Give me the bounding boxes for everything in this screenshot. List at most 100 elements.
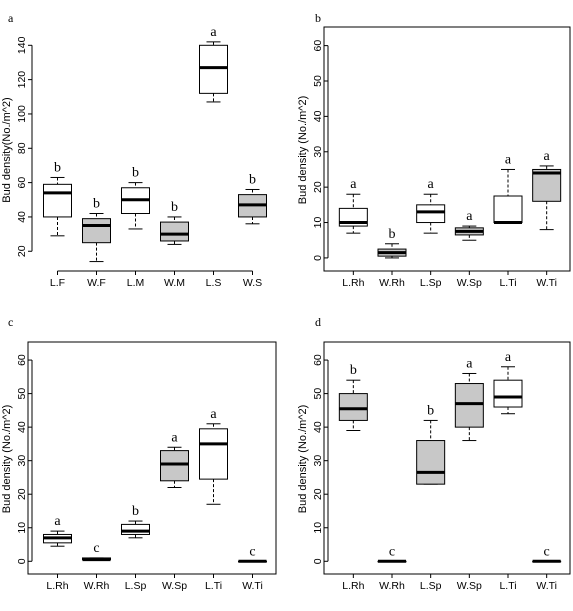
box-L.F: b <box>43 160 72 237</box>
panel-label: c <box>8 315 13 329</box>
box-L.Rh: b <box>338 363 368 431</box>
x-tick-label: L.F <box>50 277 65 289</box>
x-tick-label: L.S <box>206 277 222 289</box>
box-W.M: b <box>160 200 189 245</box>
y-axis-label: Bud density (No./m^2) <box>1 405 13 513</box>
x-tick-label: W.Ti <box>242 580 263 592</box>
x-tick-label: W.Rh <box>84 580 110 592</box>
significance-letter: c <box>93 541 99 556</box>
box-L.Ti: a <box>493 350 523 415</box>
chart-panel-d: d 0 10 20 30 40 50 60 Bud density (No./m^2) L.Rh b… <box>297 315 571 592</box>
y-tick-label: 20 <box>16 488 28 500</box>
significance-letter: a <box>544 149 551 164</box>
y-tick-label: 40 <box>16 421 28 433</box>
significance-letter: a <box>350 177 357 192</box>
significance-letter: b <box>132 166 139 181</box>
y-tick-label: 40 <box>16 211 28 223</box>
iqr-box <box>199 428 228 480</box>
box-W.F: b <box>82 197 111 263</box>
box-L.Sp: b <box>416 403 446 485</box>
plot-frame <box>323 341 571 575</box>
y-tick-label: 10 <box>312 522 324 534</box>
y-tick-label: 30 <box>312 146 324 158</box>
x-tick-label: L.Sp <box>420 277 442 289</box>
y-tick-label: 60 <box>16 354 28 366</box>
y-tick-label: 60 <box>312 40 324 52</box>
y-tick-label: 50 <box>312 75 324 87</box>
x-tick-label: W.S <box>243 277 262 289</box>
significance-letter: a <box>210 407 217 422</box>
significance-letter: b <box>350 363 357 378</box>
significance-letter: b <box>427 403 434 418</box>
box-W.Sp: a <box>454 356 484 442</box>
iqr-box <box>416 204 446 224</box>
box-W.Ti: c <box>238 544 267 563</box>
significance-letter: b <box>171 200 178 215</box>
y-tick-label: 0 <box>16 558 28 564</box>
plot-frame <box>27 341 277 575</box>
significance-letter: a <box>505 152 512 167</box>
box-W.Rh: c <box>82 541 111 562</box>
y-tick-label: 40 <box>312 421 324 433</box>
iqr-box <box>416 440 446 485</box>
y-tick-label: 30 <box>16 455 28 467</box>
box-L.M: b <box>121 166 150 230</box>
iqr-box <box>121 523 150 535</box>
chart-panel-c: c 0 10 20 30 40 50 60 Bud density (No./m^2) L.Rh a… <box>1 315 277 592</box>
significance-letter: c <box>389 544 395 559</box>
y-tick-label: 140 <box>16 36 28 54</box>
significance-letter: c <box>544 544 550 559</box>
iqr-box <box>160 450 189 482</box>
iqr-box <box>199 44 228 94</box>
box-L.Sp: b <box>121 504 150 539</box>
significance-letter: a <box>505 350 512 365</box>
box-L.S: a <box>199 25 228 103</box>
panel-label: a <box>8 11 14 25</box>
iqr-box <box>532 168 562 202</box>
y-tick-label: 60 <box>312 354 324 366</box>
x-tick-label: L.Rh <box>46 580 68 592</box>
x-tick-label: W.Ti <box>536 277 557 289</box>
y-tick-label: 20 <box>312 488 324 500</box>
chart-panel-b: b 0 10 20 30 40 50 60 Bud density (No./m^2) L.Rh a… <box>297 11 571 289</box>
significance-letter: a <box>54 514 61 529</box>
y-tick-label: 20 <box>312 181 324 193</box>
x-tick-label: L.Ti <box>499 580 516 592</box>
box-W.Sp: a <box>160 430 189 489</box>
significance-letter: b <box>54 160 61 175</box>
iqr-box <box>82 218 111 244</box>
x-tick-label: W.M <box>164 277 185 289</box>
y-tick-label: 50 <box>312 388 324 400</box>
box-L.Sp: a <box>416 177 446 234</box>
panel-label: b <box>315 11 321 25</box>
panel-label: d <box>315 315 321 329</box>
box-L.Ti: a <box>493 152 523 225</box>
y-tick-label: 40 <box>312 110 324 122</box>
significance-letter: a <box>210 25 217 40</box>
x-tick-label: L.Rh <box>342 277 364 289</box>
chart-panel-a: a 20 40 60 80 100 120 140 Bud density(No./m^2) L.… <box>1 11 267 289</box>
plot-frame <box>323 26 571 272</box>
y-tick-label: 30 <box>312 455 324 467</box>
x-tick-label: L.Sp <box>125 580 147 592</box>
y-tick-label: 0 <box>312 255 324 261</box>
box-W.Rh: c <box>377 544 407 563</box>
box-W.Ti: a <box>532 149 562 231</box>
significance-letter: a <box>466 209 473 224</box>
iqr-box <box>493 379 523 408</box>
x-tick-label: L.Rh <box>342 580 364 592</box>
y-tick-label: 20 <box>16 245 28 257</box>
significance-letter: b <box>93 197 100 212</box>
x-tick-label: W.Sp <box>457 277 482 289</box>
iqr-box <box>338 393 368 421</box>
y-tick-label: 100 <box>16 105 28 123</box>
iqr-box <box>493 195 523 224</box>
y-axis-label: Bud density (No./m^2) <box>297 405 309 513</box>
iqr-box <box>160 221 189 242</box>
x-tick-label: W.Sp <box>162 580 187 592</box>
iqr-box <box>43 183 72 218</box>
x-tick-label: W.Ti <box>536 580 557 592</box>
significance-letter: b <box>249 172 256 187</box>
x-tick-label: W.Rh <box>379 277 405 289</box>
